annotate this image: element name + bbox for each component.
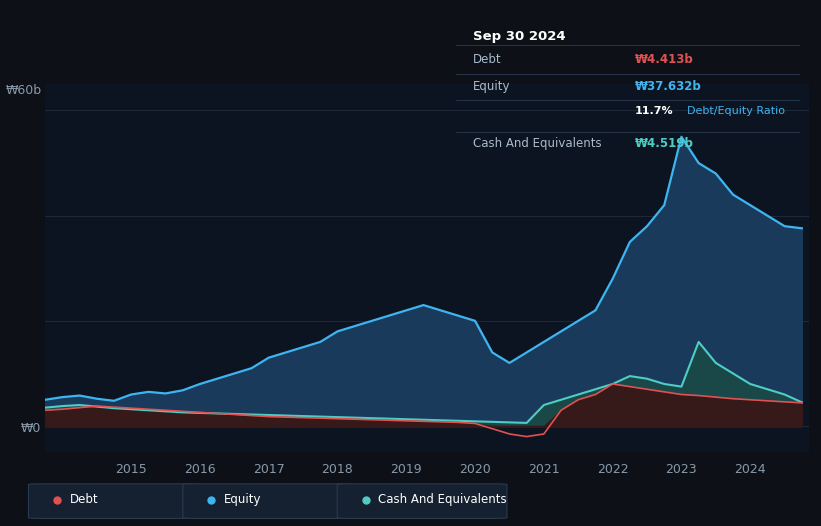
Text: Equity: Equity — [473, 80, 511, 93]
FancyBboxPatch shape — [337, 484, 507, 519]
Text: Equity: Equity — [224, 493, 261, 506]
Text: Debt: Debt — [70, 493, 98, 506]
Text: Sep 30 2024: Sep 30 2024 — [473, 30, 566, 43]
Text: ₩37.632b: ₩37.632b — [635, 80, 702, 93]
Text: Cash And Equivalents: Cash And Equivalents — [473, 137, 602, 149]
Text: ₩0: ₩0 — [21, 422, 41, 435]
Text: ₩60b: ₩60b — [5, 84, 41, 97]
Text: Debt/Equity Ratio: Debt/Equity Ratio — [686, 106, 785, 116]
Text: 11.7%: 11.7% — [635, 106, 673, 116]
Text: ₩4.519b: ₩4.519b — [635, 137, 694, 149]
FancyBboxPatch shape — [183, 484, 353, 519]
FancyBboxPatch shape — [29, 484, 199, 519]
Text: Debt: Debt — [473, 53, 502, 66]
Text: Cash And Equivalents: Cash And Equivalents — [378, 493, 507, 506]
Text: ₩4.413b: ₩4.413b — [635, 53, 694, 66]
